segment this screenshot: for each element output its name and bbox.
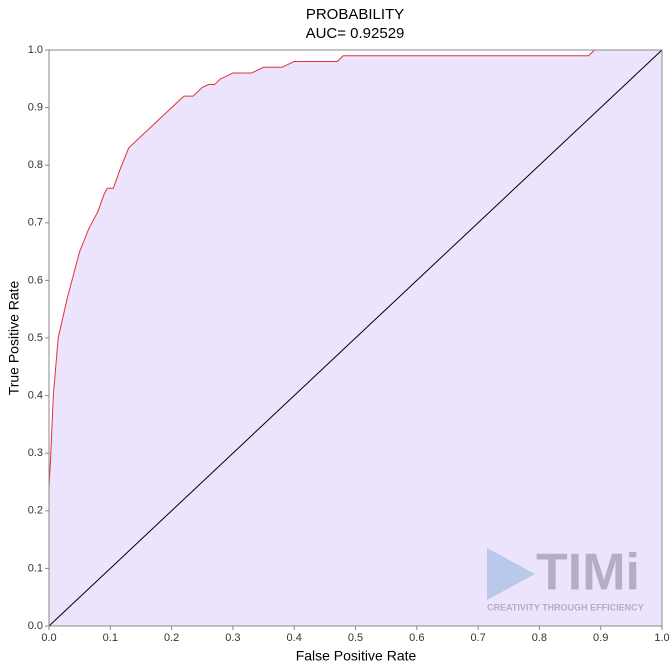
plot-area: 0.0 0.1 0.2 0.3 0.4 0.5 0.6 0.7 0.8 0.9 1.0 0.0 0.1 0…	[28, 44, 670, 644]
x-tick-label: 0.2	[164, 632, 179, 644]
x-tick-label: 0.5	[348, 632, 363, 644]
line	[48, 49, 662, 488]
logo-icon	[487, 548, 535, 600]
y-tick-label: 0.8	[28, 159, 43, 171]
line	[48, 49, 663, 627]
y-tick-label: 0.4	[28, 390, 43, 402]
chart-subtitle: AUC= 0.92529	[306, 25, 405, 42]
logo-tagline: CREATIVITY THROUGH EFFICIENCY	[487, 602, 644, 612]
x-tick-label: 0.7	[470, 632, 485, 644]
x-tick-label: 0.8	[532, 632, 547, 644]
x-tick-label: 1.0	[654, 632, 669, 644]
y-tick-label: 0.6	[28, 274, 43, 286]
y-tick-label: 0.5	[28, 332, 43, 344]
y-tick-label: 0.7	[28, 217, 43, 229]
x-tick-label: 0.1	[103, 632, 118, 644]
x-tick-label: 0.3	[225, 632, 240, 644]
x-axis-label: False Positive Rate	[296, 648, 417, 664]
y-tick-label: 1.0	[28, 44, 43, 56]
x-tick-label: 0.4	[287, 632, 302, 644]
logo-text: TIMi	[536, 544, 640, 602]
x-tick-label: 0.0	[41, 632, 56, 644]
y-tick-label: 0.9	[28, 102, 43, 114]
y-axis-label: True Positive Rate	[6, 280, 22, 395]
y-tick-label: 0.1	[28, 562, 43, 574]
chart-title: PROBABILITY	[306, 6, 404, 23]
watermark: TIMi CREATIVITY THROUGH EFFICIENCY	[487, 544, 644, 612]
y-tick-label: 0.0	[28, 620, 43, 632]
y-tick-label: 0.2	[28, 505, 43, 517]
y-tick-label: 0.3	[28, 447, 43, 459]
x-tick-label: 0.9	[593, 632, 608, 644]
x-tick-label: 0.6	[409, 632, 424, 644]
